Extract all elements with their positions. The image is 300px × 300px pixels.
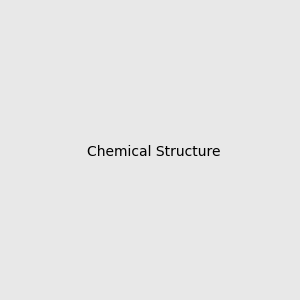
Text: Chemical Structure: Chemical Structure — [87, 145, 220, 158]
